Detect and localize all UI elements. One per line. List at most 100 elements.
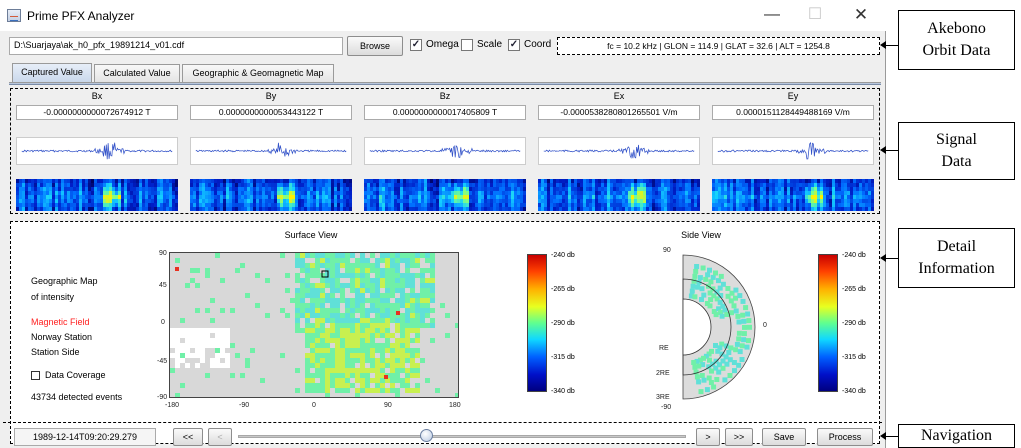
signal-name: Bx bbox=[91, 91, 103, 101]
annotation-line: Detail bbox=[936, 238, 977, 255]
signal-column: Bx -0.0000000000072674912 T bbox=[14, 89, 180, 213]
orbit-readout: fc = 10.2 kHz | GLON = 114.9 | GLAT = 32… bbox=[557, 37, 880, 55]
signal-annotation: Signal Data bbox=[898, 122, 1015, 180]
surface-map-grid bbox=[170, 253, 458, 397]
minimize-button[interactable]: — bbox=[764, 6, 780, 23]
side-colorbar bbox=[818, 254, 838, 392]
signal-value: 0.0000000000053443122 T bbox=[190, 105, 352, 120]
annotation-line: Signal bbox=[936, 131, 977, 148]
signal-waveform bbox=[712, 137, 874, 165]
legend-title-line2: of intensity bbox=[31, 292, 75, 302]
surface-view-title: Surface View bbox=[284, 230, 338, 240]
colorbar-tick: -315 db bbox=[842, 354, 866, 361]
surface-y-tick: 90 bbox=[159, 250, 167, 257]
surface-map[interactable] bbox=[169, 252, 459, 398]
data-coverage-checkbox[interactable] bbox=[31, 371, 40, 380]
signal-name: Ey bbox=[787, 91, 799, 101]
app-window: Prime PFX Analyzer — ☐ ✕ D:\Suarjaya\ak_… bbox=[0, 0, 886, 448]
navigation-annotation-arrow bbox=[880, 432, 898, 440]
signal-value: 0.0000151128449488169 V/m bbox=[712, 105, 874, 120]
signal-waveform bbox=[364, 137, 526, 165]
navigation-annotation: Navigation bbox=[898, 424, 1015, 448]
signal-spectrogram bbox=[712, 179, 874, 211]
signal-value: -0.0000000000072674912 T bbox=[16, 105, 178, 120]
surface-y-tick: -90 bbox=[157, 394, 168, 401]
maximize-button[interactable]: ☐ bbox=[807, 6, 823, 23]
signal-column: By 0.0000000000053443122 T bbox=[188, 89, 354, 213]
side-view-plot[interactable] bbox=[671, 252, 761, 402]
time-slider-track[interactable] bbox=[238, 435, 686, 438]
signal-column: Bz 0.0000000000017405809 T bbox=[362, 89, 528, 213]
coord-label: Coord bbox=[524, 39, 552, 50]
file-path-input[interactable]: D:\Suarjaya\ak_h0_pfx_19891214_v01.cdf bbox=[9, 37, 343, 55]
legend-magnetic-field: Magnetic Field bbox=[31, 317, 90, 327]
tab-captured-value[interactable]: Captured Value bbox=[12, 63, 92, 83]
colorbar-tick: -240 db bbox=[551, 252, 575, 259]
signal-name: Bz bbox=[439, 91, 451, 101]
signal-name: By bbox=[265, 91, 277, 101]
side-view-title: Side View bbox=[681, 230, 721, 240]
save-button[interactable]: Save bbox=[762, 428, 806, 446]
side-tick: 2RE bbox=[656, 370, 670, 377]
signal-waveform bbox=[538, 137, 700, 165]
tab-geo-map[interactable]: Geographic & Geomagnetic Map bbox=[182, 64, 334, 82]
colorbar-tick: -340 db bbox=[842, 388, 866, 395]
legend-title-line1: Geographic Map bbox=[31, 276, 98, 286]
detail-annotation: Detail Information bbox=[898, 228, 1015, 288]
prev-button[interactable]: < bbox=[208, 428, 232, 446]
signal-spectrogram bbox=[538, 179, 700, 211]
surface-x-tick: 90 bbox=[384, 402, 392, 409]
signal-waveform bbox=[190, 137, 352, 165]
side-tick: 3RE bbox=[656, 394, 670, 401]
navigation-frame bbox=[3, 422, 882, 448]
process-button[interactable]: Process bbox=[817, 428, 873, 446]
signal-name: Ex bbox=[613, 91, 625, 101]
side-tick: RE bbox=[659, 345, 669, 352]
omega-label: Omega bbox=[426, 39, 459, 50]
coord-checkbox[interactable]: ✓ bbox=[508, 39, 520, 51]
close-button[interactable]: ✕ bbox=[853, 5, 869, 24]
colorbar-tick: -265 db bbox=[842, 286, 866, 293]
signal-spectrogram bbox=[16, 179, 178, 211]
signal-column: Ey 0.0000151128449488169 V/m bbox=[710, 89, 876, 213]
surface-x-tick: -90 bbox=[239, 402, 250, 409]
surface-y-tick: -45 bbox=[157, 358, 168, 365]
browse-button[interactable]: Browse bbox=[347, 36, 403, 56]
scale-checkbox[interactable] bbox=[461, 39, 473, 51]
legend-norway-station: Norway Station bbox=[31, 332, 93, 342]
scale-label: Scale bbox=[477, 39, 503, 50]
orbit-annotation: Akebono Orbit Data bbox=[898, 10, 1015, 70]
colorbar-tick: -340 db bbox=[551, 388, 575, 395]
last-button[interactable]: >> bbox=[725, 428, 753, 446]
window-title: Prime PFX Analyzer bbox=[27, 9, 135, 23]
legend-data-coverage: Data Coverage bbox=[45, 370, 106, 380]
surface-x-tick: 0 bbox=[312, 402, 316, 409]
next-button[interactable]: > bbox=[696, 428, 720, 446]
omega-checkbox[interactable]: ✓ bbox=[410, 39, 422, 51]
surface-x-tick: 180 bbox=[449, 402, 461, 409]
surface-y-tick: 0 bbox=[161, 319, 165, 326]
colorbar-tick: -315 db bbox=[551, 354, 575, 361]
signal-waveform bbox=[16, 137, 178, 165]
title-bar: Prime PFX Analyzer — ☐ ✕ bbox=[0, 0, 886, 31]
tab-calculated-value[interactable]: Calculated Value bbox=[94, 64, 180, 82]
annotation-line: Data bbox=[941, 153, 972, 170]
orbit-annotation-arrow bbox=[880, 41, 898, 49]
signal-value: -0.0000538280801265501 V/m bbox=[538, 105, 700, 120]
colorbar-tick: -290 db bbox=[551, 320, 575, 327]
side-tick: -90 bbox=[661, 404, 672, 411]
signal-annotation-arrow bbox=[880, 146, 898, 154]
signal-spectrogram bbox=[190, 179, 352, 211]
colorbar-tick: -240 db bbox=[842, 252, 866, 259]
surface-colorbar bbox=[527, 254, 547, 392]
side-tick: 0 bbox=[763, 322, 767, 329]
signal-value: 0.0000000000017405809 T bbox=[364, 105, 526, 120]
time-slider-thumb[interactable] bbox=[420, 429, 434, 442]
first-button[interactable]: << bbox=[173, 428, 203, 446]
signal-column: Ex -0.0000538280801265501 V/m bbox=[536, 89, 702, 213]
legend-event-count: 43734 detected events bbox=[31, 392, 123, 402]
signal-panel: Bx -0.0000000000072674912 T By 0.0000000… bbox=[10, 88, 880, 214]
signal-spectrogram bbox=[364, 179, 526, 211]
app-icon bbox=[7, 9, 21, 22]
timestamp-field: 1989-12-14T09:20:29.279 bbox=[14, 428, 156, 446]
